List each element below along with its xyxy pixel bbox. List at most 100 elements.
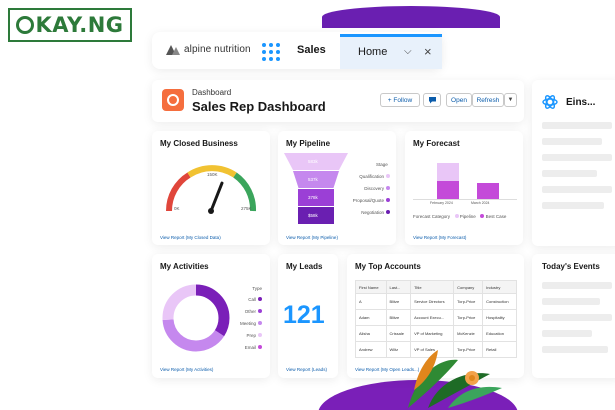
funnel-value: $58k xyxy=(308,213,318,218)
column-header[interactable]: First Name xyxy=(355,280,387,294)
watermark-text: KAY.NG xyxy=(35,13,124,37)
follow-button[interactable]: + Follow xyxy=(380,93,420,107)
table-row[interactable]: Andrew Wiltz VP of Sales Torp-Price Reta… xyxy=(355,341,517,358)
view-report-link[interactable]: View Report (My Activities) xyxy=(160,367,214,372)
pipeline-card[interactable]: My Pipeline 583k 537k 378k $58k Stage Qu… xyxy=(278,131,396,245)
table-cell: Torp-Price xyxy=(453,293,484,310)
view-report-link[interactable]: View Report (My Pipeline) xyxy=(286,235,338,240)
card-title: My Activities xyxy=(160,262,209,271)
stage-legend-item: Qualification xyxy=(359,174,390,179)
view-report-link[interactable]: View Report (My Closed Data) xyxy=(160,235,221,240)
funnel-stage-2 xyxy=(293,171,339,188)
closed-business-card[interactable]: My Closed Business 0K 150K 275K View Rep… xyxy=(152,131,270,245)
stage-legend-item: Discovery xyxy=(364,186,390,191)
table-row[interactable]: Adam Blitze Account Execu... Torp-Price … xyxy=(355,309,517,326)
type-legend-item: Other xyxy=(245,309,262,314)
type-legend-title: Type xyxy=(252,286,262,291)
column-header[interactable]: Industry xyxy=(482,280,517,294)
table-row[interactable]: Alisha Crissale VP of Marketing McKenzie… xyxy=(355,325,517,342)
dashboard-kicker: Dashboard xyxy=(192,88,232,97)
type-legend-item: Prep xyxy=(246,333,262,338)
stage-legend-item: Negotiation xyxy=(361,210,390,215)
app-logo[interactable]: alpine nutrition xyxy=(166,44,251,55)
refresh-button[interactable]: Refresh xyxy=(472,93,504,107)
card-title: My Closed Business xyxy=(160,139,238,148)
einstein-card: Eins... xyxy=(532,80,615,246)
caret-down-icon: ▼ xyxy=(507,97,514,103)
placeholder-line xyxy=(542,138,602,145)
card-title: My Forecast xyxy=(413,139,460,148)
placeholder-line xyxy=(542,282,612,289)
leaf-shape xyxy=(448,386,502,408)
column-header[interactable]: Company xyxy=(453,280,484,294)
einstein-atom-icon xyxy=(542,95,558,109)
column-header[interactable]: Last... xyxy=(385,280,412,294)
table-cell: Service Directors xyxy=(410,293,455,310)
forecast-x-label: February 2024 xyxy=(430,201,453,205)
table-cell: Alisha xyxy=(355,325,387,342)
forecast-bar-bestcase-mar xyxy=(477,183,499,199)
placeholder-line xyxy=(542,298,600,305)
tab-home-label: Home xyxy=(358,46,388,58)
leaf-shape xyxy=(408,359,458,408)
table-cell: A xyxy=(355,293,387,310)
gauge-needle xyxy=(209,181,224,213)
donut-slice-other xyxy=(162,284,230,352)
table-header-row: First Name Last... Title Company Industr… xyxy=(355,280,517,294)
app-logo-text: alpine nutrition xyxy=(184,44,251,55)
donut-slice-meeting xyxy=(162,284,230,352)
feed-button[interactable] xyxy=(423,93,441,107)
chat-bubble-icon xyxy=(428,97,436,104)
table-row[interactable]: A Blitze Service Directors Torp-Price Co… xyxy=(355,293,517,310)
card-title: Today's Events xyxy=(542,262,600,271)
view-report-link[interactable]: View Report (My Open Leads...) xyxy=(355,367,420,372)
funnel-stage-4 xyxy=(298,207,334,224)
card-title: My Pipeline xyxy=(286,139,331,148)
watermark-logo: KAY.NG xyxy=(8,8,132,42)
funnel-value: 378k xyxy=(308,195,318,200)
gauge-mid-label: 150K xyxy=(207,172,218,177)
more-actions-button[interactable]: ▼ xyxy=(504,93,517,107)
decorative-purple-arc xyxy=(322,6,500,28)
activities-card[interactable]: My Activities Type Call Other Meeting Pr… xyxy=(152,254,270,378)
table-cell: Construction xyxy=(482,293,517,310)
leads-card[interactable]: My Leads 121 View Report (Leads) xyxy=(278,254,338,378)
placeholder-line xyxy=(542,122,612,129)
activities-donut-chart xyxy=(162,284,230,352)
column-header[interactable]: Title xyxy=(410,280,455,294)
page-title: Sales Rep Dashboard xyxy=(192,99,326,114)
funnel-stage-1 xyxy=(284,153,348,170)
table-cell: Adam xyxy=(355,309,387,326)
placeholder-line xyxy=(542,330,592,337)
card-title: My Top Accounts xyxy=(355,262,421,271)
events-card[interactable]: Today's Events xyxy=(532,254,615,378)
gauge-red-band xyxy=(165,172,191,212)
view-report-link[interactable]: View Report (Leads) xyxy=(286,367,327,372)
close-icon[interactable]: × xyxy=(424,44,432,59)
forecast-axis xyxy=(413,199,517,200)
chevron-down-icon[interactable]: ⌵ xyxy=(404,46,412,57)
gauge-green-band xyxy=(233,172,257,212)
stage-legend-title: Stage xyxy=(376,162,388,167)
app-launcher-icon[interactable] xyxy=(262,43,280,61)
forecast-legend: Forecast Category Pipeline Best Case xyxy=(413,214,507,219)
tab-home[interactable]: Home ⌵ × xyxy=(340,34,442,69)
mountain-logo-icon xyxy=(166,44,180,55)
open-button[interactable]: Open xyxy=(446,93,472,107)
placeholder-line xyxy=(542,170,597,177)
forecast-card[interactable]: My Forecast February 2024 March 2024 For… xyxy=(405,131,523,245)
type-legend-item: Email xyxy=(245,345,262,350)
stage-legend-item: Proposal/Quote xyxy=(353,198,390,203)
view-report-link[interactable]: View Report (My Forecast) xyxy=(413,235,467,240)
accounts-table: First Name Last... Title Company Industr… xyxy=(355,280,517,358)
placeholder-line xyxy=(542,346,608,353)
dashboard-icon xyxy=(162,89,184,111)
flower-center xyxy=(469,375,475,381)
app-topbar: alpine nutrition Sales Home ⌵ × xyxy=(152,32,442,69)
gauge-hub xyxy=(208,208,214,214)
gauge-chart xyxy=(165,165,257,214)
gauge-max-label: 275K xyxy=(241,206,252,211)
placeholder-line xyxy=(542,154,612,161)
placeholder-line xyxy=(542,314,612,321)
